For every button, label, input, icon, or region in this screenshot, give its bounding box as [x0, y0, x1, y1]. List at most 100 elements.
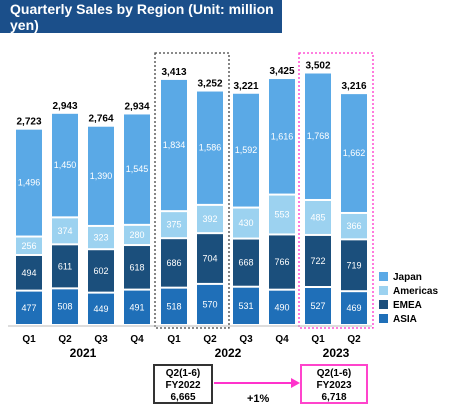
bar-asia-6 [197, 284, 223, 324]
total-label-10: 3,216 [341, 81, 366, 92]
data-label-americas-10: 366 [346, 221, 361, 231]
highlight-frame-2 [298, 52, 374, 329]
bar-americas-10 [341, 213, 367, 239]
bar-emea-5 [161, 239, 187, 287]
total-label-5: 3,413 [161, 67, 186, 78]
bar-asia-2 [52, 289, 78, 324]
bar-japan-8 [269, 79, 295, 194]
bar-americas-5 [161, 212, 187, 238]
data-label-japan-7: 1,592 [235, 145, 258, 155]
bar-americas-3 [88, 226, 114, 249]
data-label-emea-7: 668 [238, 258, 253, 268]
data-label-asia-4: 491 [129, 302, 144, 312]
total-label-4: 2,934 [124, 101, 149, 112]
x-tick-label-5: Q1 [167, 334, 181, 345]
data-label-americas-6: 392 [202, 214, 217, 224]
data-label-americas-3: 323 [93, 233, 108, 243]
comparison-fy2023-period: Q2(1-6) [316, 368, 352, 379]
data-label-japan-1: 1,496 [18, 178, 41, 188]
data-label-japan-6: 1,586 [199, 143, 222, 153]
bar-americas-6 [197, 205, 223, 233]
comparison-box-fy2023: Q2(1-6) FY2023 6,718 [300, 364, 368, 404]
data-label-americas-8: 553 [274, 210, 289, 220]
data-label-asia-3: 449 [93, 304, 108, 314]
comparison-fy2023-label: FY2023 [316, 380, 352, 391]
bar-japan-4 [124, 114, 150, 224]
data-label-americas-7: 430 [238, 218, 253, 228]
comparison-fy2022-period: Q2(1-6) [165, 368, 201, 379]
bar-japan-2 [52, 113, 78, 217]
data-label-asia-6: 570 [202, 299, 217, 309]
legend-label-emea: EMEA [393, 300, 422, 311]
data-label-japan-5: 1,834 [163, 140, 186, 150]
data-label-emea-2: 611 [58, 261, 72, 271]
bar-emea-10 [341, 240, 367, 291]
bar-americas-7 [233, 208, 259, 238]
data-label-asia-10: 469 [346, 303, 361, 313]
bar-americas-1 [16, 237, 42, 254]
data-label-emea-6: 704 [202, 254, 217, 264]
data-label-emea-4: 618 [129, 262, 144, 272]
data-label-asia-1: 477 [21, 303, 36, 313]
data-label-asia-2: 508 [57, 302, 72, 312]
x-tick-label-7: Q3 [239, 334, 253, 345]
data-label-emea-1: 494 [21, 268, 36, 278]
total-label-3: 2,764 [88, 114, 113, 125]
bar-japan-10 [341, 94, 367, 212]
x-tick-label-8: Q4 [275, 334, 289, 345]
data-label-japan-9: 1,768 [307, 131, 330, 141]
legend-label-japan: Japan [393, 272, 422, 283]
data-label-japan-2: 1,450 [54, 160, 77, 170]
data-label-emea-5: 686 [166, 258, 181, 268]
bar-japan-6 [197, 91, 223, 204]
bar-emea-8 [269, 235, 295, 289]
x-tick-label-2: Q2 [58, 334, 72, 345]
bar-japan-1 [16, 129, 42, 236]
comparison-fy2022-value: 6,665 [170, 392, 196, 403]
total-label-7: 3,221 [233, 81, 258, 92]
growth-label: +1% [247, 393, 270, 405]
data-label-americas-5: 375 [166, 220, 181, 230]
data-label-americas-9: 485 [310, 212, 325, 222]
bar-emea-6 [197, 234, 223, 283]
bar-asia-4 [124, 290, 150, 324]
year-label-2023: 2023 [323, 346, 350, 360]
comparison-fy2023-value: 6,718 [321, 392, 347, 403]
chart-title-bar: Quarterly Sales by Region (Unit: million… [0, 0, 282, 33]
total-label-1: 2,723 [16, 117, 41, 128]
data-label-emea-9: 722 [310, 256, 325, 266]
bar-japan-9 [305, 73, 331, 199]
data-label-americas-2: 374 [57, 226, 72, 236]
bar-emea-2 [52, 245, 78, 288]
x-tick-label-9: Q1 [311, 334, 325, 345]
legend-swatch-americas [379, 286, 388, 295]
data-label-asia-8: 490 [274, 302, 289, 312]
legend-swatch-asia [379, 314, 388, 323]
legend-label-asia: ASIA [393, 314, 417, 325]
data-label-emea-8: 766 [274, 257, 289, 267]
bar-americas-8 [269, 195, 295, 234]
bar-americas-4 [124, 225, 150, 245]
highlight-frame-1 [154, 52, 230, 329]
comparison-box-fy2022: Q2(1-6) FY2022 6,665 [153, 364, 213, 404]
bar-emea-7 [233, 239, 259, 286]
data-label-emea-10: 719 [346, 260, 361, 270]
total-label-6: 3,252 [197, 79, 222, 90]
data-label-japan-4: 1,545 [126, 164, 149, 174]
bar-asia-9 [305, 288, 331, 324]
x-tick-label-10: Q2 [347, 334, 361, 345]
legend-label-americas: Americas [393, 286, 438, 297]
year-label-2021: 2021 [70, 346, 97, 360]
data-label-emea-3: 602 [93, 266, 108, 276]
x-tick-label-1: Q1 [22, 334, 36, 345]
total-label-2: 2,943 [52, 101, 77, 112]
year-label-2022: 2022 [215, 346, 242, 360]
legend-swatch-japan [379, 272, 388, 281]
bar-asia-7 [233, 287, 259, 324]
comparison-fy2022-label: FY2022 [165, 380, 201, 391]
data-label-asia-7: 531 [238, 301, 253, 311]
x-tick-label-3: Q3 [94, 334, 108, 345]
bar-asia-5 [161, 288, 187, 324]
data-label-americas-1: 256 [21, 241, 36, 251]
